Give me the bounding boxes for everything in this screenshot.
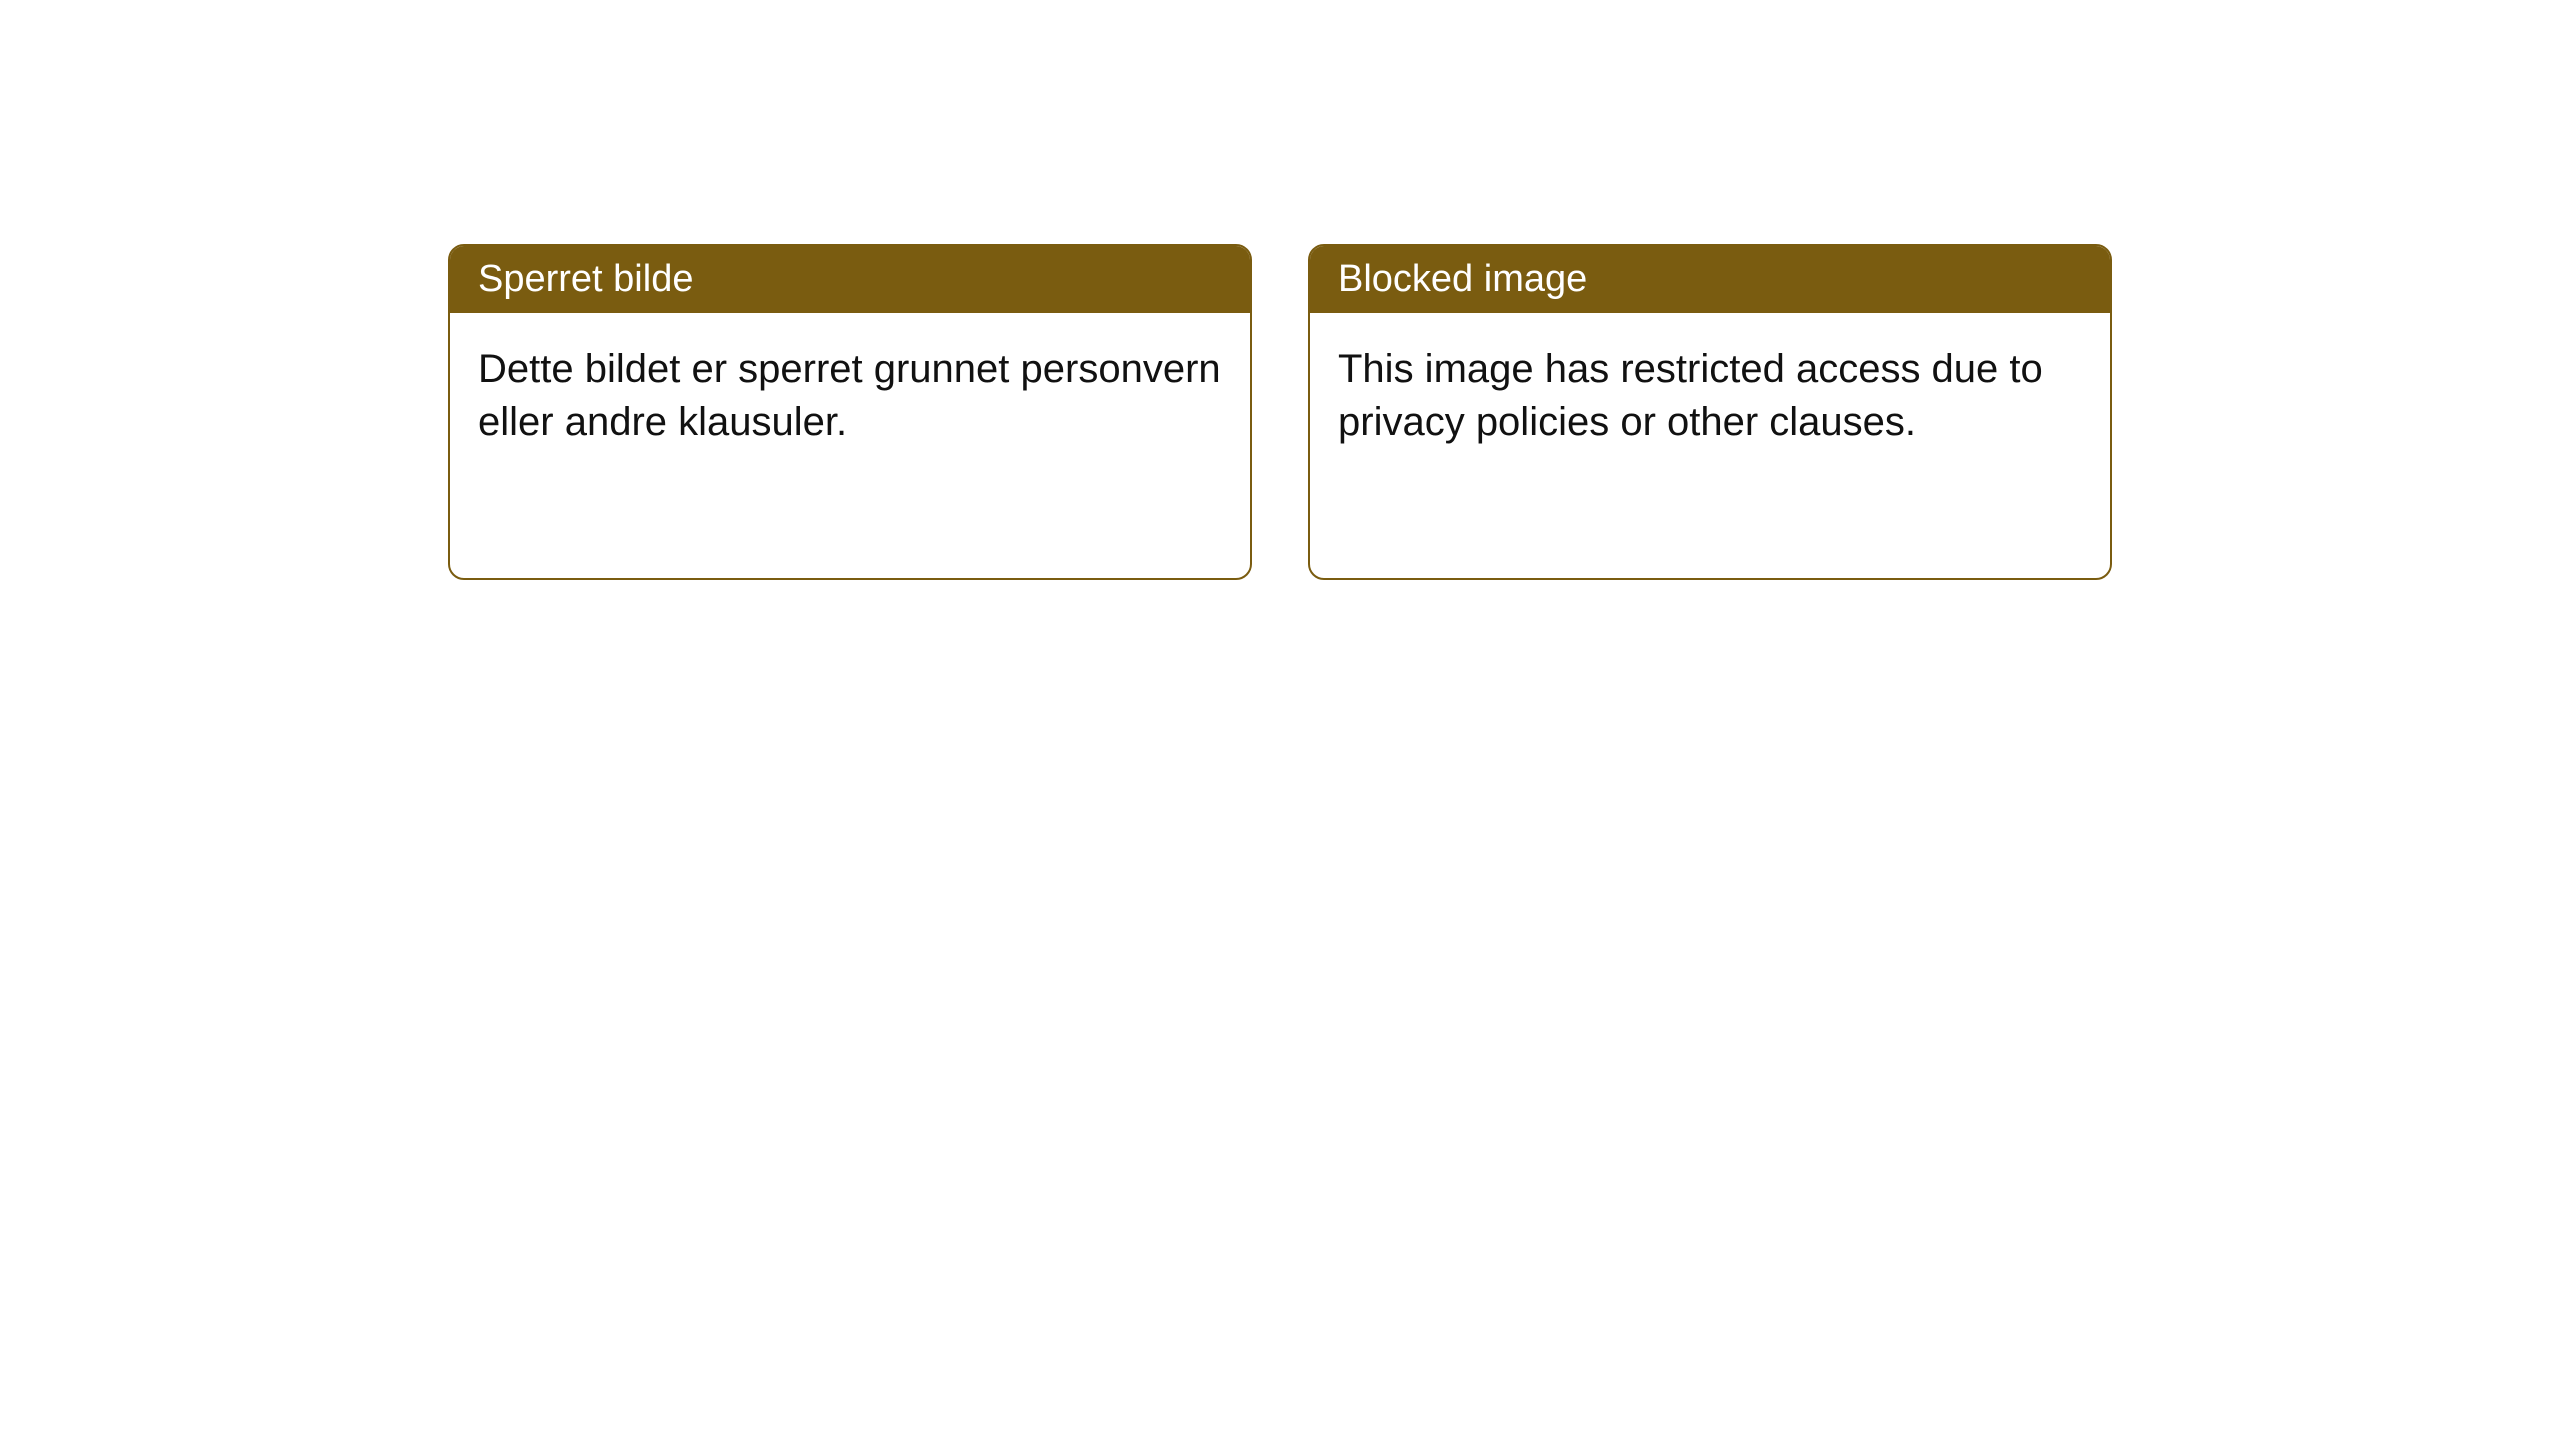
card-header-norwegian: Sperret bilde xyxy=(450,246,1250,313)
card-body-text: This image has restricted access due to … xyxy=(1338,347,2043,444)
card-body-english: This image has restricted access due to … xyxy=(1310,313,2110,479)
card-header-text: Blocked image xyxy=(1338,258,1587,300)
blocked-image-notices: Sperret bilde Dette bildet er sperret gr… xyxy=(448,244,2112,580)
card-english: Blocked image This image has restricted … xyxy=(1308,244,2112,580)
card-header-text: Sperret bilde xyxy=(478,258,693,300)
card-body-norwegian: Dette bildet er sperret grunnet personve… xyxy=(450,313,1250,479)
card-body-text: Dette bildet er sperret grunnet personve… xyxy=(478,347,1221,444)
card-norwegian: Sperret bilde Dette bildet er sperret gr… xyxy=(448,244,1252,580)
card-header-english: Blocked image xyxy=(1310,246,2110,313)
